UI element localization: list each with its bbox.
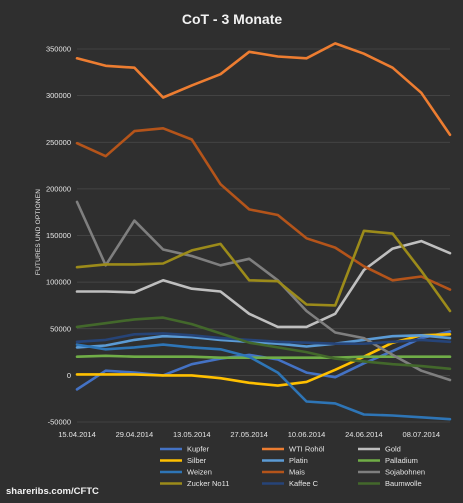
series-line-8 bbox=[75, 200, 452, 382]
y-tick-label: 150000 bbox=[46, 231, 71, 240]
y-tick-label: 50000 bbox=[50, 324, 71, 333]
legend-label: Gold bbox=[385, 445, 401, 454]
legend-label: WTI Rohöl bbox=[289, 445, 325, 454]
series-line-11 bbox=[75, 316, 452, 371]
legend: Kupfer WTI Rohöl Gold Silber Platin Palladium… bbox=[160, 445, 425, 488]
x-tick-label: 10.06.2014 bbox=[288, 430, 326, 439]
legend-label: Baumwolle bbox=[385, 479, 422, 488]
y-tick-label: 250000 bbox=[46, 138, 71, 147]
y-tick-label: 200000 bbox=[46, 184, 71, 193]
x-tick-label: 15.04.2014 bbox=[58, 430, 96, 439]
series-line-10 bbox=[75, 332, 452, 346]
y-tick-label: 300000 bbox=[46, 91, 71, 100]
legend-label: Sojabohnen bbox=[385, 468, 425, 477]
series-line-3 bbox=[75, 332, 452, 387]
y-tick-label: -50000 bbox=[48, 418, 71, 427]
legend-label: Mais bbox=[289, 468, 305, 477]
legend-label: Kaffee C bbox=[289, 479, 319, 488]
series-line-4 bbox=[75, 333, 452, 349]
legend-label: Palladium bbox=[385, 456, 418, 465]
y-tick-label: 100000 bbox=[46, 278, 71, 287]
legend-label: Zucker No11 bbox=[187, 479, 229, 488]
x-tick-label: 27.05.2014 bbox=[230, 430, 268, 439]
series-line-9 bbox=[75, 229, 452, 313]
x-tick-label: 13.05.2014 bbox=[173, 430, 211, 439]
series-line-5 bbox=[75, 354, 452, 360]
y-axis-ticks: -50000 0 50000 100000 150000 200000 250000 3000… bbox=[46, 45, 71, 427]
legend-label: Silber bbox=[187, 456, 207, 465]
series-line-2 bbox=[75, 239, 452, 329]
series-layer bbox=[75, 42, 452, 421]
series-line-6 bbox=[75, 343, 452, 421]
x-tick-label: 24.06.2014 bbox=[345, 430, 383, 439]
legend-label: Platin bbox=[289, 456, 308, 465]
legend-label: Kupfer bbox=[187, 445, 210, 454]
source-credit: shareribs.com/CFTC bbox=[6, 486, 99, 497]
chart-title: CoT - 3 Monate bbox=[182, 11, 283, 27]
legend-label: Weizen bbox=[187, 468, 212, 477]
series-line-1 bbox=[75, 42, 452, 137]
y-tick-label: 0 bbox=[67, 371, 71, 380]
series-line-7 bbox=[75, 127, 452, 291]
y-axis-label: FUTURES UND OPTIONEN bbox=[35, 189, 42, 275]
x-axis-ticks: 15.04.2014 29.04.2014 13.05.2014 27.05.2014… bbox=[58, 430, 440, 439]
x-tick-label: 08.07.2014 bbox=[403, 430, 441, 439]
y-tick-label: 350000 bbox=[46, 45, 71, 54]
x-tick-label: 29.04.2014 bbox=[116, 430, 154, 439]
